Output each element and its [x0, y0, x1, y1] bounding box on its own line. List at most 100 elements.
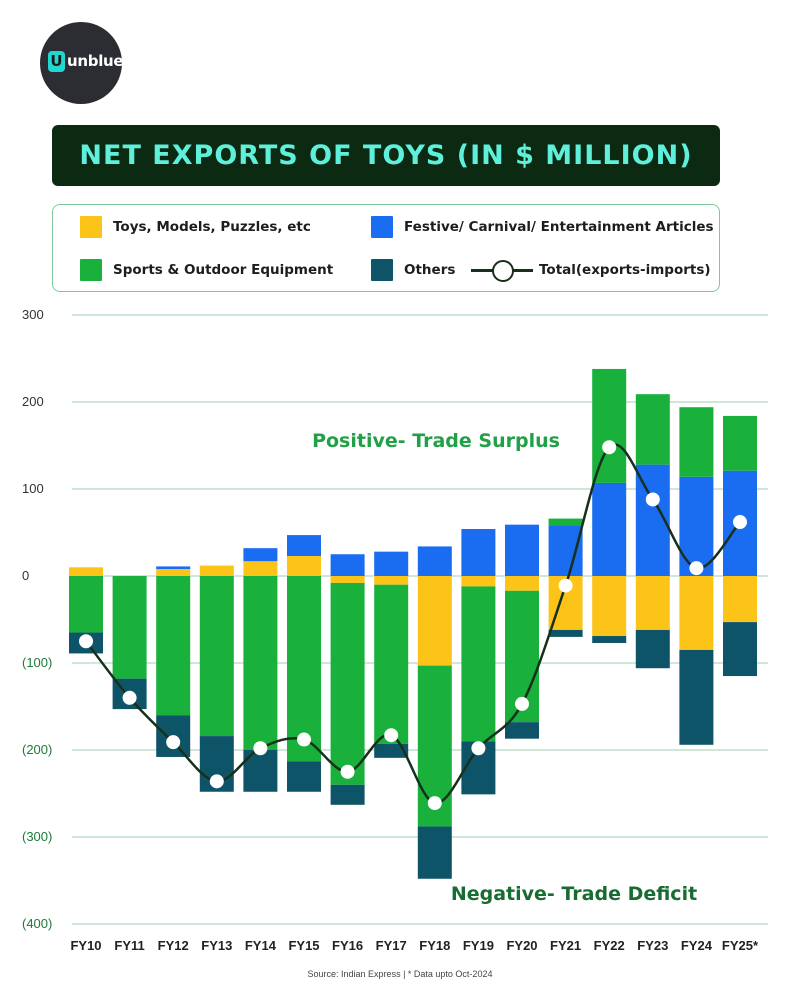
bar-segment: [287, 535, 321, 556]
x-tick-label: FY14: [245, 938, 277, 953]
y-tick-label: (300): [22, 829, 52, 844]
legend-item-toys: Toys, Models, Puzzles, etc: [80, 216, 311, 238]
bar-segment: [723, 576, 757, 623]
net-exports-chart: 300 200 100 0 (100) (200) (300) (400) FY10 FY11 FY…: [22, 307, 768, 953]
title-banner: NET EXPORTS OF TOYS (IN $ MILLION): [52, 125, 720, 186]
legend-label-others: Others: [404, 262, 456, 278]
x-tick-label: FY16: [332, 938, 363, 953]
bar-segment: [374, 584, 409, 744]
legend-swatch-toys: [80, 216, 102, 238]
bar-segment: [461, 576, 496, 587]
y-tick-label: (200): [22, 742, 52, 757]
total-point: [79, 634, 93, 649]
legend-label-festive: Festive/ Carnival/ Entertainment Article…: [404, 219, 714, 235]
y-tick-label: 300: [22, 307, 44, 322]
bar-segment: [461, 586, 496, 742]
bar-segment: [679, 576, 714, 650]
bar-segment: [243, 576, 278, 750]
bar-segment: [461, 529, 496, 576]
legend-swatch-others: [371, 259, 393, 281]
bar-segment: [505, 524, 539, 576]
bar-segment: [635, 576, 670, 630]
bar-segment: [69, 567, 103, 576]
bar-segment: [287, 576, 321, 762]
y-tick-label: (100): [22, 655, 52, 670]
bar-segment: [330, 582, 365, 785]
total-point: [340, 764, 355, 779]
total-point: [427, 796, 442, 811]
total-point: [602, 440, 617, 455]
total-point: [253, 741, 268, 756]
bar-segment: [679, 407, 714, 477]
bar-segment: [374, 743, 409, 758]
bar-segment: [199, 576, 234, 737]
x-tick-label: FY21: [550, 938, 581, 953]
bar-segment: [679, 476, 714, 576]
y-tick-label: 0: [22, 568, 29, 583]
total-point: [558, 578, 573, 593]
annotation-surplus: Positive- Trade Surplus: [312, 430, 560, 452]
x-tick-label: FY24: [681, 938, 713, 953]
legend-label-toys: Toys, Models, Puzzles, etc: [113, 219, 311, 235]
bar-segment: [635, 629, 670, 669]
total-point: [471, 741, 486, 756]
legend-label-sports: Sports & Outdoor Equipment: [113, 262, 334, 278]
bar-segment: [723, 415, 757, 471]
x-tick-label: FY19: [463, 938, 494, 953]
chart-title: NET EXPORTS OF TOYS (IN $ MILLION): [79, 140, 693, 171]
bar-segment: [635, 394, 670, 465]
bar-segment: [330, 554, 365, 576]
x-tick-label: FY25*: [722, 938, 759, 953]
bar-segment: [330, 784, 365, 805]
bar-segment: [156, 569, 191, 576]
total-point: [689, 561, 704, 576]
bar-segment: [723, 622, 757, 677]
bar-segment: [548, 629, 583, 637]
x-tick-label: FY23: [637, 938, 668, 953]
unblue-logo: U unblue: [40, 22, 124, 104]
total-point: [733, 515, 747, 530]
bar-segment: [592, 576, 627, 637]
x-tick-label: FY15: [288, 938, 319, 953]
total-point: [645, 492, 660, 507]
bar-segment: [592, 368, 627, 483]
x-tick-label: FY22: [594, 938, 625, 953]
bar-segment: [243, 548, 278, 562]
legend-item-total: Total(exports-imports): [471, 259, 711, 282]
total-point: [515, 696, 529, 711]
bar-segment: [592, 482, 627, 576]
bar-segment: [287, 761, 321, 792]
x-tick-label: FY20: [506, 938, 537, 953]
bar-segment: [156, 576, 191, 716]
x-tick-label: FY12: [158, 938, 189, 953]
source-note: Source: Indian Express | * Data upto Oct…: [307, 969, 493, 979]
bar-segment: [417, 576, 452, 666]
bar-segment: [592, 636, 627, 643]
y-tick-label: 100: [22, 481, 44, 496]
x-tick-label: FY10: [70, 938, 101, 953]
x-tick-label: FY13: [201, 938, 232, 953]
bar-segment: [156, 566, 191, 570]
bar-segment: [112, 576, 147, 679]
bar-segment: [374, 551, 409, 576]
total-point: [209, 774, 224, 789]
bar-segment: [505, 576, 539, 591]
total-point: [122, 690, 137, 705]
bar-segment: [330, 576, 365, 583]
x-tick-label: FY11: [114, 938, 144, 953]
x-tick-label: FY17: [376, 938, 407, 953]
bar-segment: [243, 561, 278, 576]
bar-segment: [679, 649, 714, 745]
logo-badge-icon: U: [48, 51, 65, 72]
y-tick-label: 200: [22, 394, 44, 409]
legend: Toys, Models, Puzzles, etc Festive/ Carn…: [52, 204, 720, 292]
total-point: [166, 735, 181, 750]
total-point: [384, 728, 399, 743]
x-tick-label: FY18: [419, 938, 450, 953]
legend-line-marker-icon: [471, 259, 533, 282]
bar-segment: [69, 576, 103, 633]
bar-segment: [505, 722, 539, 739]
bar-segment: [374, 576, 409, 585]
legend-item-sports: Sports & Outdoor Equipment: [80, 259, 333, 281]
logo-wordmark: unblue: [67, 52, 124, 70]
